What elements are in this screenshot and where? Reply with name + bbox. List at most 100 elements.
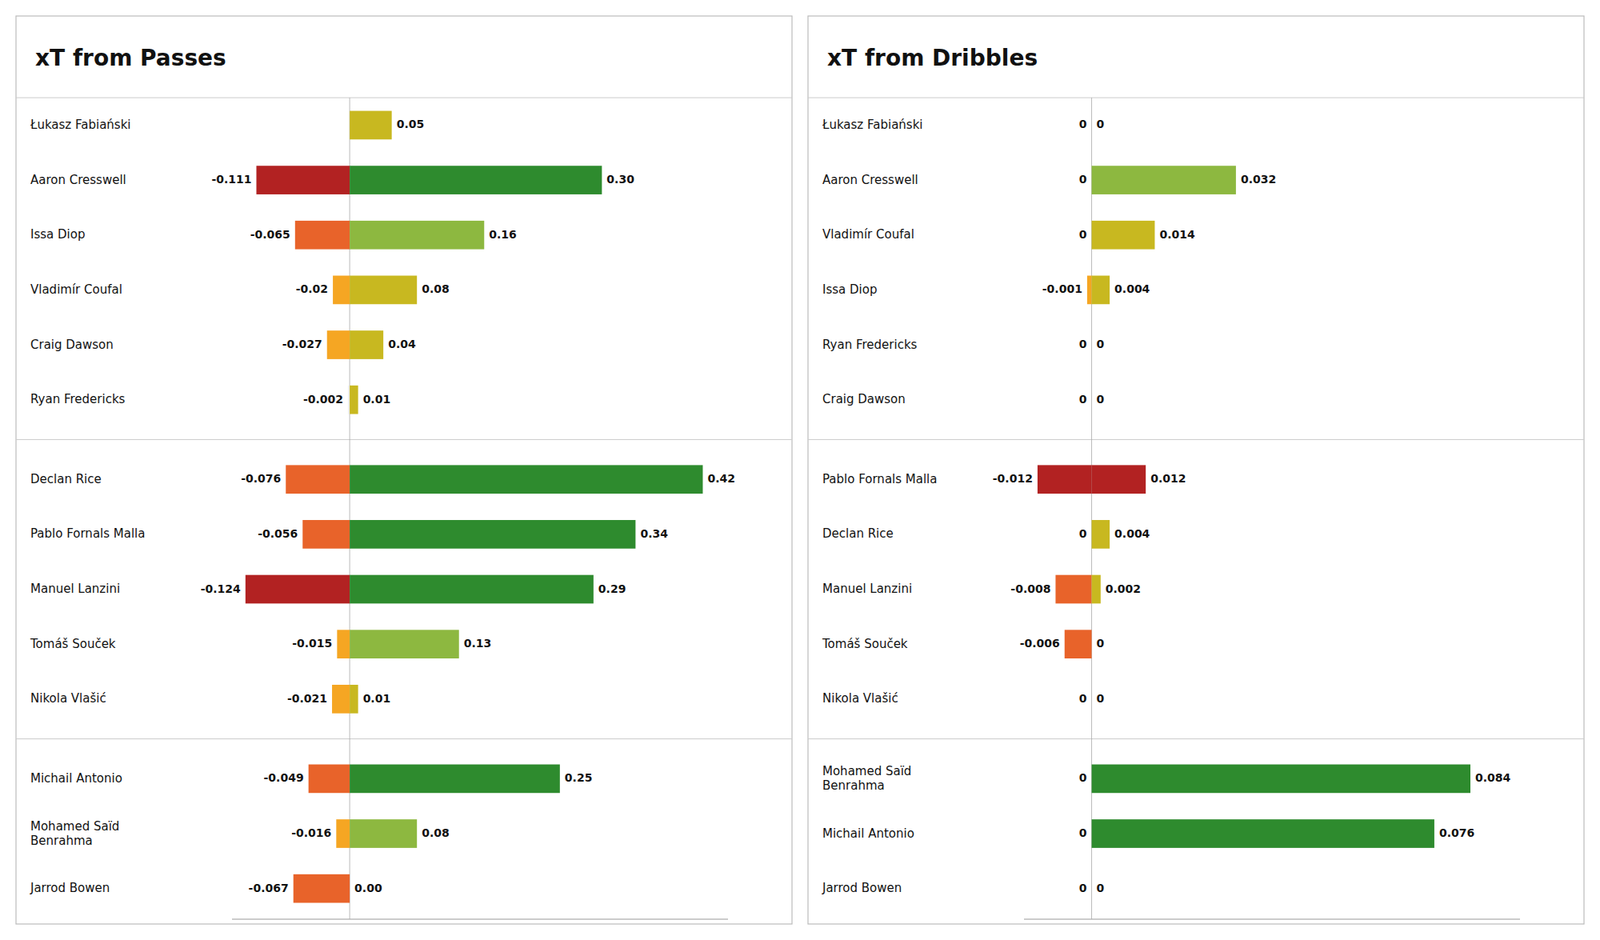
category-label: Craig Dawson xyxy=(30,337,114,352)
data-label: -0.027 xyxy=(282,337,323,351)
bar xyxy=(1091,385,1092,415)
category-label-line: Benrahma xyxy=(30,833,93,848)
panel-frame xyxy=(808,16,1584,924)
data-label: -0.076 xyxy=(240,472,281,485)
data-label: 0.002 xyxy=(1105,582,1141,596)
data-label: 0.42 xyxy=(707,472,736,485)
bar xyxy=(1091,874,1092,904)
data-label: -0.012 xyxy=(992,472,1033,485)
bars xyxy=(1037,165,1471,848)
data-label: -0.001 xyxy=(1042,282,1083,296)
data-label: 0 xyxy=(1079,337,1088,351)
category-label: Ryan Fredericks xyxy=(30,392,126,407)
bar xyxy=(1092,464,1147,494)
chart-title: xT from Passes xyxy=(35,44,227,72)
category-label: Issa Diop xyxy=(822,282,877,297)
panel: xT from Passes Łukasz Fabiański Aaron Cres… xyxy=(16,16,792,924)
category-label: Craig Dawson xyxy=(822,392,906,407)
group-separator xyxy=(808,738,1584,740)
title-separator xyxy=(808,97,1584,99)
bar xyxy=(1055,575,1092,604)
data-label: 0 xyxy=(1096,636,1105,650)
data-label: 0.05 xyxy=(396,117,425,131)
bar xyxy=(349,575,594,604)
bar xyxy=(1091,385,1092,415)
category-label: Vladimír Coufal xyxy=(30,282,123,297)
bar xyxy=(1091,684,1092,714)
bar xyxy=(349,629,460,659)
data-label: 0 xyxy=(1079,527,1088,540)
bar xyxy=(1091,111,1092,140)
bar xyxy=(1091,330,1092,360)
bar xyxy=(349,464,703,494)
data-label: -0.016 xyxy=(291,826,332,840)
bar xyxy=(1091,111,1092,140)
data-label: -0.021 xyxy=(287,692,328,705)
data-label: 0 xyxy=(1079,771,1088,784)
data-label: 0.13 xyxy=(464,636,492,650)
data-label: 0.16 xyxy=(488,228,517,241)
category-label: Łukasz Fabiański xyxy=(821,117,924,132)
data-label: 0.004 xyxy=(1114,527,1151,540)
category-label: Nikola Vlašić xyxy=(822,691,899,706)
category-label: Nikola Vlašić xyxy=(30,691,107,706)
data-label: 0.08 xyxy=(421,826,450,840)
bar xyxy=(349,874,351,904)
bar xyxy=(349,165,602,195)
data-label: 0.076 xyxy=(1439,826,1475,840)
data-label: 0.30 xyxy=(606,172,635,186)
data-label: 0.08 xyxy=(421,282,450,296)
category-label: Aaron Cresswell xyxy=(30,172,127,188)
title-separator xyxy=(16,97,792,99)
category-label: Declan Rice xyxy=(822,526,894,541)
category-label: Manuel Lanzini xyxy=(30,581,120,596)
category-label: Łukasz Fabiański xyxy=(29,117,132,132)
data-label: 0.01 xyxy=(363,692,392,705)
data-label: -0.124 xyxy=(200,582,241,596)
data-label: -0.065 xyxy=(250,228,291,241)
category-label: Issa Diop xyxy=(30,227,85,242)
bar xyxy=(308,764,350,794)
labels: Łukasz Fabiański Aaron Cresswell Issa Diop… xyxy=(29,117,736,896)
bar xyxy=(245,575,350,604)
data-label: 0.29 xyxy=(598,582,627,596)
data-label: -0.111 xyxy=(211,172,252,186)
bar xyxy=(349,111,392,140)
group-separator xyxy=(16,439,792,440)
data-label: 0 xyxy=(1096,692,1105,705)
category-label: Declan Rice xyxy=(30,472,102,487)
data-label: 0 xyxy=(1079,392,1088,406)
category-label: Aaron Cresswell xyxy=(822,172,919,188)
bar xyxy=(349,330,384,360)
group-separator xyxy=(16,738,792,740)
bar xyxy=(349,276,417,305)
bar xyxy=(302,520,350,549)
bar xyxy=(349,764,560,794)
data-label: -0.067 xyxy=(248,881,289,895)
data-label: 0 xyxy=(1096,337,1105,351)
bar xyxy=(1091,330,1092,360)
data-label: 0 xyxy=(1079,172,1088,186)
panel: xT from DribblesŁukasz FabiańskiAaron Cr… xyxy=(808,16,1584,924)
data-label: -0.015 xyxy=(292,636,332,650)
category-label: Pablo Fornals Malla xyxy=(822,472,937,487)
data-label: 0 xyxy=(1079,692,1088,705)
bars xyxy=(245,111,704,904)
bar xyxy=(336,629,350,659)
category-label: Mohamed SaïdBenrahma xyxy=(822,764,912,793)
bar xyxy=(332,684,350,714)
category-label-line: Mohamed Saïd xyxy=(822,764,912,779)
data-label: 0.04 xyxy=(388,337,416,351)
chart-canvas: xT from Passes Łukasz Fabiański Aaron Cres… xyxy=(0,0,1600,940)
category-label: Pablo Fornals Malla xyxy=(30,526,145,541)
category-label: Mohamed SaïdBenrahma xyxy=(30,819,120,848)
bar xyxy=(349,520,636,549)
data-label: -0.056 xyxy=(257,527,298,540)
x-axis xyxy=(1024,919,1520,920)
bar xyxy=(332,276,350,305)
data-label: 0 xyxy=(1096,392,1105,406)
category-label: Vladimír Coufal xyxy=(822,227,915,242)
panel-frame xyxy=(16,16,792,924)
category-label: Manuel Lanzini xyxy=(822,581,912,596)
data-label: 0.012 xyxy=(1150,472,1186,485)
